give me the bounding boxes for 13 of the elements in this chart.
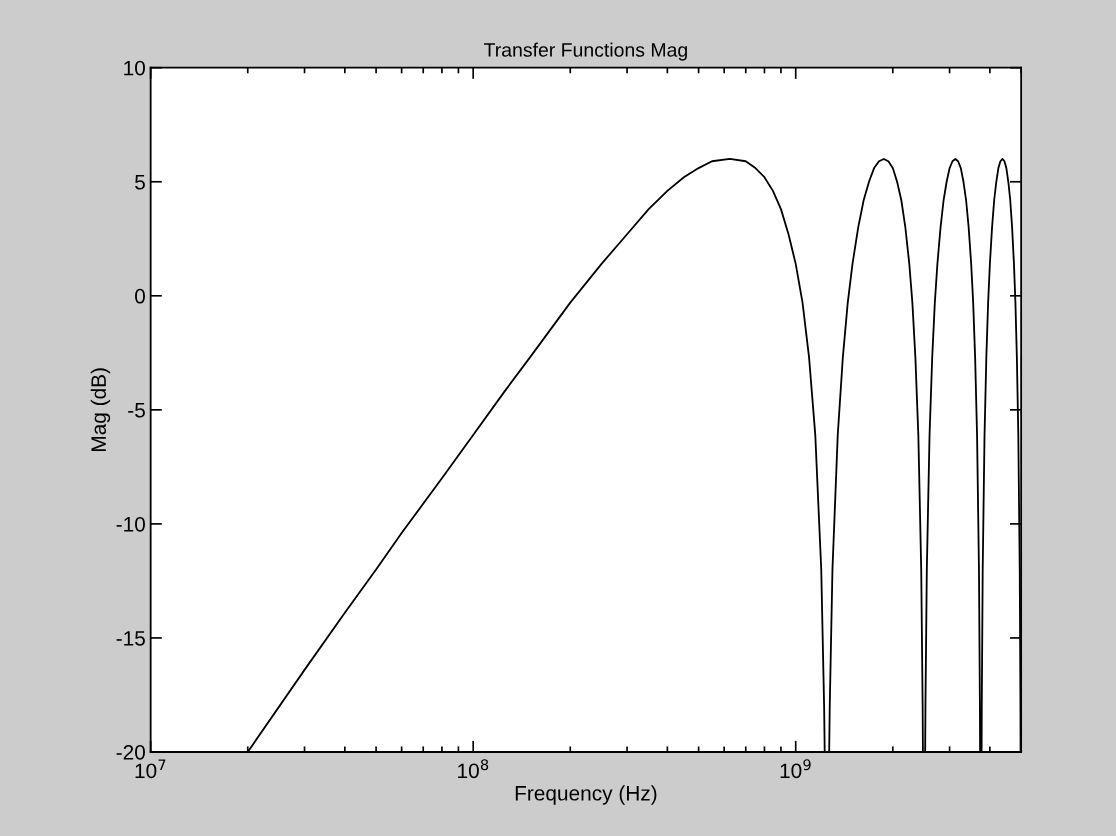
y-tick-label: -20 [116,744,145,760]
x-tick-label: 10$^{7}$ [135,759,166,779]
x-axis-title: Frequency (Hz) [515,785,657,805]
x-tick-label: 10$^{8}$ [458,759,489,779]
y-axis-title: Mag (dB) [90,368,111,451]
y-tick-label: -15 [116,631,145,646]
chart-title: Transfer Functions Mag [484,42,687,61]
y-tick-label: 0 [135,288,145,304]
y-tick-label: 10 [124,60,145,76]
y-tick-label: 5 [135,174,145,190]
y-tick-label: -5 [128,403,145,418]
y-tick-label: -10 [116,516,145,532]
x-tick-label: 10$^{9}$ [780,759,811,779]
